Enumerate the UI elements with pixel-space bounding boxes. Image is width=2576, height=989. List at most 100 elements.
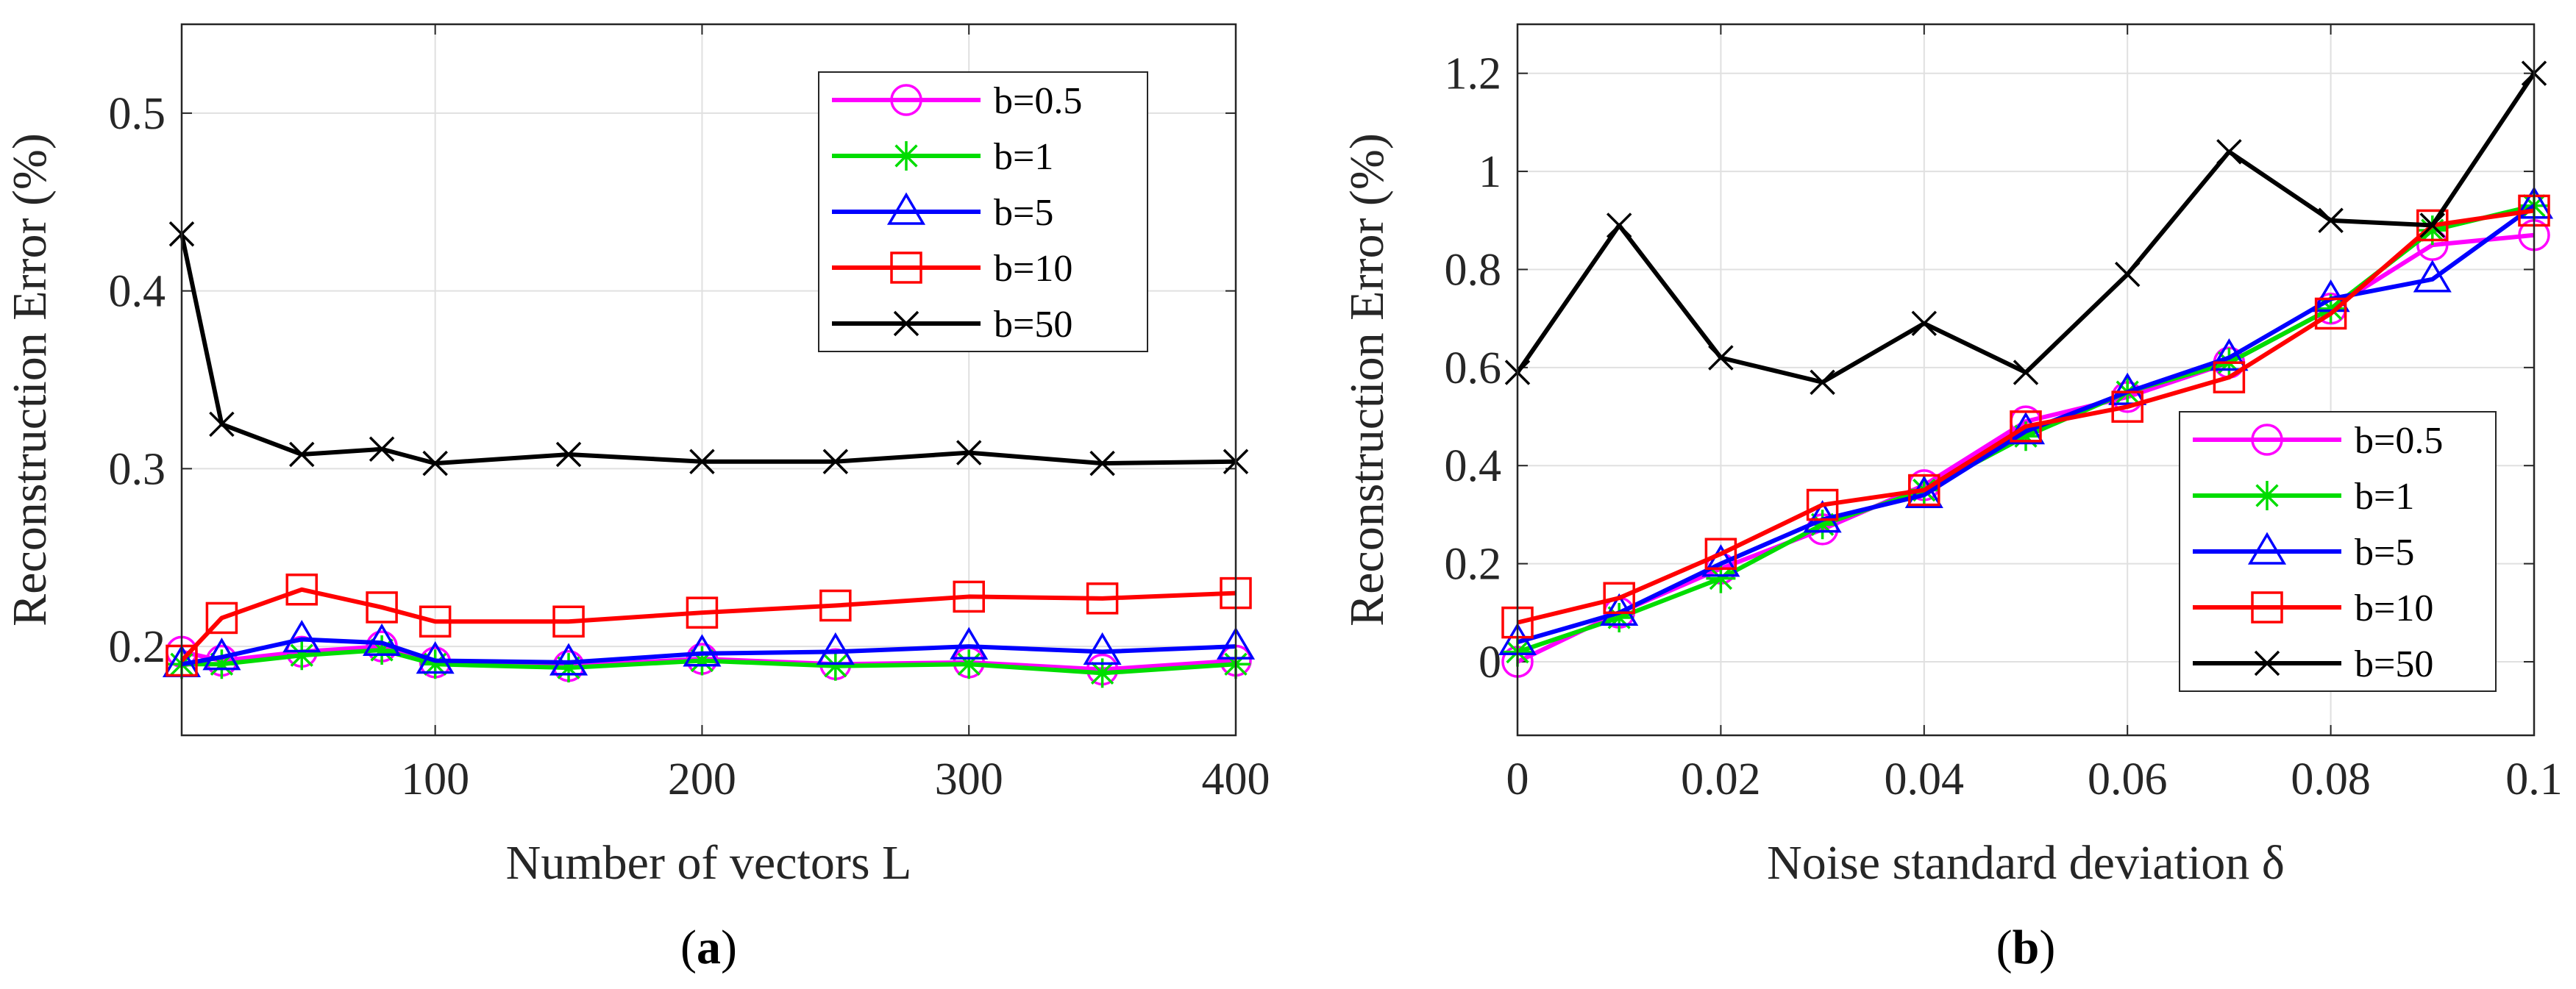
- series-line: [1515, 72, 2536, 385]
- legend-label: b=0.5: [2355, 420, 2443, 462]
- data-point: [363, 623, 402, 657]
- y-tick-label: 0: [1479, 638, 1501, 688]
- data-point: [367, 635, 397, 665]
- panel-caption: (a): [680, 921, 737, 974]
- data-point: [552, 605, 585, 638]
- data-point: [1704, 538, 1737, 570]
- legend-label: b=50: [994, 304, 1072, 346]
- caption-letter: a: [697, 921, 721, 974]
- data-point: [205, 601, 238, 635]
- caption-close: ): [721, 921, 737, 974]
- panel-b: 0 0.02 0.04 0.06 0.08 0.1 0 0.2 0.4 0.6 0.8 1 1.2 b=0…: [1340, 23, 2563, 974]
- y-tick-label: 0.4: [1445, 441, 1502, 491]
- caption-letter: b: [2013, 921, 2040, 974]
- series-line: [1517, 208, 2535, 625]
- legend-label: b=5: [994, 192, 1053, 234]
- legend-marker: [2254, 650, 2280, 676]
- legend-item: b=5: [832, 192, 1053, 234]
- data-point: [2316, 293, 2346, 324]
- data-point: [282, 620, 321, 653]
- data-point: [1806, 488, 1839, 521]
- data-point: [419, 605, 452, 638]
- series-line: [181, 637, 1237, 667]
- data-point: [2006, 412, 2046, 445]
- x-tick-label: 0.02: [1681, 754, 1761, 804]
- y-axis-label: Reconstruction Error (%): [1340, 133, 1394, 626]
- legend-item: b=5: [2193, 532, 2414, 574]
- data-point: [1600, 593, 1639, 626]
- legend-label: b=5: [2355, 532, 2414, 574]
- data-point: [683, 634, 722, 667]
- legend-label: b=1: [994, 136, 1053, 178]
- legend-label: b=1: [2355, 476, 2414, 518]
- data-point: [822, 449, 849, 474]
- data-point: [2417, 215, 2447, 246]
- caption-open: (: [680, 921, 697, 974]
- series-b=10: [166, 574, 1252, 677]
- x-tick-label: 0.04: [1885, 754, 1965, 804]
- data-point: [819, 589, 852, 622]
- legend: b=0.5 b=1 b=5 b=10 b=50: [2179, 411, 2497, 692]
- data-point: [1603, 582, 1635, 615]
- legend-label: b=0.5: [994, 80, 1082, 122]
- data-point: [549, 643, 588, 676]
- series-line: [1516, 232, 2535, 664]
- data-point: [2314, 297, 2347, 330]
- x-tick-label: 100: [401, 754, 469, 804]
- data-point: [2114, 261, 2141, 288]
- data-point: [1089, 450, 1115, 476]
- legend-marker: [2251, 424, 2283, 456]
- data-point: [1604, 602, 1634, 632]
- legend-marker: [890, 84, 922, 116]
- data-point: [689, 449, 715, 474]
- data-point: [1908, 474, 1940, 507]
- x-tick-label: 400: [1202, 754, 1270, 804]
- legend-item: b=1: [2193, 476, 2414, 518]
- data-point: [816, 632, 855, 665]
- caption-close: ): [2039, 921, 2055, 974]
- y-axis-label: Reconstruction Error (%): [3, 133, 57, 626]
- data-point: [1911, 310, 1938, 337]
- y-tick-label: 0.3: [109, 444, 166, 494]
- data-point: [366, 591, 398, 624]
- data-point: [1086, 582, 1119, 615]
- y-tick-label: 1: [1479, 147, 1501, 197]
- data-point: [555, 441, 582, 468]
- data-point: [2011, 421, 2040, 451]
- legend-item: b=1: [832, 136, 1053, 178]
- data-point: [954, 649, 984, 679]
- data-point: [1606, 213, 1632, 238]
- data-point: [207, 649, 237, 679]
- legend-marker: [893, 310, 919, 337]
- data-point: [1083, 632, 1122, 665]
- panel-caption: (b): [1996, 921, 2056, 974]
- legend-marker: [890, 251, 922, 284]
- y-tick-label: 0.6: [1445, 343, 1502, 393]
- data-point: [289, 441, 315, 468]
- legend-marker: [892, 141, 921, 171]
- data-point: [422, 450, 448, 476]
- y-tick-label: 0.2: [1445, 540, 1502, 590]
- data-point: [687, 646, 717, 676]
- data-point: [1803, 500, 1842, 533]
- data-point: [1087, 658, 1117, 688]
- data-point: [2213, 361, 2246, 393]
- data-point: [2210, 338, 2249, 371]
- series-b=50: [1504, 60, 2547, 396]
- data-point: [209, 411, 235, 438]
- x-tick-label: 300: [935, 754, 1003, 804]
- legend-item: b=0.5: [832, 80, 1082, 122]
- x-tick-label: 200: [668, 754, 736, 804]
- legend-label: b=50: [2355, 643, 2433, 685]
- data-point: [1807, 510, 1837, 540]
- axes-box: [180, 23, 1237, 737]
- data-point: [416, 641, 455, 674]
- y-tick-label: 1.2: [1445, 49, 1502, 99]
- legend: b=0.5 b=1 b=5 b=10 b=50: [818, 71, 1148, 352]
- series-line: [1517, 204, 2536, 645]
- legend-item: b=10: [2193, 588, 2433, 629]
- legend-marker: [2251, 591, 2283, 624]
- y-tick-label: 0.4: [109, 267, 166, 317]
- data-point: [953, 580, 985, 613]
